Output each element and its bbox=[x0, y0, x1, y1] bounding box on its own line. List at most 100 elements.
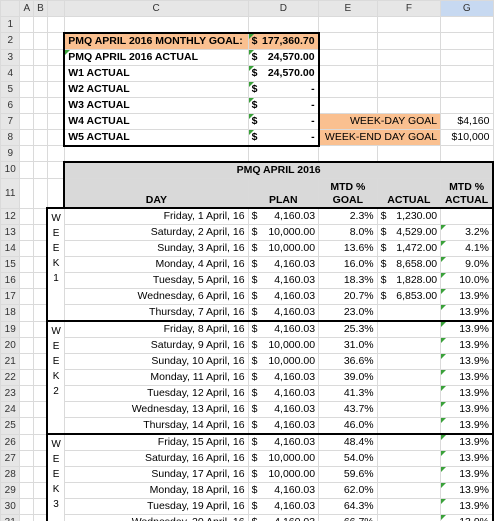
day-cell[interactable]: Wednesday, 6 April, 16 bbox=[63, 288, 249, 305]
column-header[interactable]: B bbox=[33, 0, 48, 17]
actual-cell[interactable] bbox=[376, 498, 442, 515]
cell[interactable] bbox=[19, 385, 35, 402]
row-header[interactable]: 29 bbox=[0, 482, 21, 499]
row-header[interactable]: 18 bbox=[0, 304, 21, 322]
row-header[interactable]: 9 bbox=[0, 145, 21, 162]
cell[interactable] bbox=[247, 16, 320, 33]
cell[interactable] bbox=[376, 80, 442, 98]
day-cell[interactable]: Wednesday, 20 April, 16 bbox=[63, 514, 249, 521]
row-header[interactable]: 8 bbox=[0, 128, 21, 146]
mtd-actual-cell[interactable]: 13.9% bbox=[440, 320, 494, 338]
row-header[interactable]: 23 bbox=[0, 385, 21, 402]
mtd-actual-cell[interactable]: 13.9% bbox=[440, 498, 494, 515]
row-header[interactable]: 21 bbox=[0, 353, 21, 370]
cell[interactable] bbox=[33, 337, 48, 354]
mtd-actual-cell[interactable]: 13.9% bbox=[440, 466, 494, 483]
day-cell[interactable]: Wednesday, 13 April, 16 bbox=[63, 401, 249, 418]
actual-cell[interactable] bbox=[376, 385, 442, 402]
mtd-actual-cell[interactable]: 9.0% bbox=[440, 256, 494, 273]
mtd-actual-cell[interactable]: 13.9% bbox=[440, 482, 494, 499]
cell[interactable] bbox=[33, 16, 48, 33]
actual-cell[interactable] bbox=[376, 433, 442, 451]
mtd-goal-cell[interactable]: 36.6% bbox=[318, 353, 378, 370]
mtd-actual-cell[interactable]: 13.9% bbox=[440, 353, 494, 370]
mtd-actual-cell[interactable]: 13.9% bbox=[440, 514, 494, 521]
cell[interactable] bbox=[33, 385, 48, 402]
cell[interactable] bbox=[19, 48, 35, 66]
actual-cell[interactable]: $1,828.00 bbox=[376, 272, 442, 289]
cell[interactable] bbox=[376, 16, 442, 33]
cell[interactable] bbox=[19, 64, 35, 82]
row-header[interactable]: 31 bbox=[0, 514, 21, 521]
day-cell[interactable]: Sunday, 10 April, 16 bbox=[63, 353, 249, 370]
row-header[interactable]: 5 bbox=[0, 80, 21, 98]
cell[interactable] bbox=[33, 96, 48, 114]
goal-amount[interactable]: $ - bbox=[247, 96, 320, 114]
mtd-actual-cell[interactable]: 13.9% bbox=[440, 417, 494, 435]
plan-cell[interactable]: $4,160.03 bbox=[247, 320, 320, 338]
cell[interactable] bbox=[19, 482, 35, 499]
side-goal-label[interactable]: WEEK-END DAY GOAL bbox=[318, 128, 442, 146]
row-header[interactable]: 6 bbox=[0, 96, 21, 114]
cell[interactable] bbox=[19, 401, 35, 418]
cell[interactable] bbox=[63, 16, 249, 33]
mtd-goal-cell[interactable]: 18.3% bbox=[318, 272, 378, 289]
column-header[interactable] bbox=[46, 0, 65, 17]
cell[interactable] bbox=[46, 96, 65, 114]
cell[interactable] bbox=[63, 145, 249, 162]
mtd-actual-header[interactable]: MTD % ACTUAL bbox=[440, 177, 494, 209]
cell[interactable] bbox=[318, 16, 378, 33]
row-header[interactable]: 24 bbox=[0, 401, 21, 418]
cell[interactable] bbox=[440, 145, 494, 162]
cell[interactable] bbox=[19, 224, 35, 241]
mtd-goal-cell[interactable]: 41.3% bbox=[318, 385, 378, 402]
plan-cell[interactable]: $4,160.03 bbox=[247, 304, 320, 322]
cell[interactable] bbox=[19, 514, 35, 521]
mtd-goal-cell[interactable]: 64.3% bbox=[318, 498, 378, 515]
day-cell[interactable]: Friday, 1 April, 16 bbox=[63, 207, 249, 225]
cell[interactable] bbox=[33, 498, 48, 515]
plan-cell[interactable]: $4,160.03 bbox=[247, 514, 320, 521]
goal-label[interactable]: W1 ACTUAL bbox=[63, 64, 249, 82]
actual-cell[interactable] bbox=[376, 304, 442, 322]
cell[interactable] bbox=[318, 80, 378, 98]
cell[interactable] bbox=[19, 288, 35, 305]
cell[interactable] bbox=[19, 161, 35, 179]
mtd-goal-cell[interactable]: 20.7% bbox=[318, 288, 378, 305]
row-header[interactable]: 22 bbox=[0, 369, 21, 386]
plan-cell[interactable]: $10,000.00 bbox=[247, 450, 320, 467]
cell[interactable] bbox=[19, 353, 35, 370]
cell[interactable] bbox=[33, 369, 48, 386]
mtd-goal-cell[interactable]: 16.0% bbox=[318, 256, 378, 273]
cell[interactable] bbox=[318, 48, 378, 66]
column-header[interactable]: G bbox=[440, 0, 494, 17]
goal-label[interactable]: PMQ APRIL 2016 MONTHLY GOAL: bbox=[63, 31, 249, 50]
cell[interactable] bbox=[440, 96, 494, 114]
plan-cell[interactable]: $4,160.03 bbox=[247, 369, 320, 386]
row-header[interactable]: 4 bbox=[0, 64, 21, 82]
cell[interactable] bbox=[33, 450, 48, 467]
cell[interactable] bbox=[318, 145, 378, 162]
cell[interactable] bbox=[376, 48, 442, 66]
mtd-goal-cell[interactable]: 8.0% bbox=[318, 224, 378, 241]
mtd-goal-header[interactable]: MTD % GOAL bbox=[318, 177, 378, 209]
cell[interactable] bbox=[19, 450, 35, 467]
actual-cell[interactable] bbox=[376, 482, 442, 499]
goal-label[interactable]: W4 ACTUAL bbox=[63, 112, 249, 130]
select-all-corner[interactable] bbox=[0, 0, 21, 17]
cell[interactable] bbox=[46, 112, 65, 130]
row-header[interactable]: 3 bbox=[0, 48, 21, 66]
column-header[interactable]: E bbox=[318, 0, 378, 17]
cell[interactable] bbox=[19, 207, 35, 225]
side-goal-value[interactable]: $10,000 bbox=[440, 128, 494, 146]
goal-label[interactable]: W3 ACTUAL bbox=[63, 96, 249, 114]
row-header[interactable]: 10 bbox=[0, 161, 21, 179]
actual-cell[interactable] bbox=[376, 466, 442, 483]
cell[interactable] bbox=[33, 288, 48, 305]
goal-amount[interactable]: $177,360.70 bbox=[247, 31, 320, 50]
goal-amount[interactable]: $ - bbox=[247, 112, 320, 130]
plan-cell[interactable]: $4,160.03 bbox=[247, 272, 320, 289]
cell[interactable] bbox=[19, 272, 35, 289]
goal-label[interactable]: W2 ACTUAL bbox=[63, 80, 249, 98]
